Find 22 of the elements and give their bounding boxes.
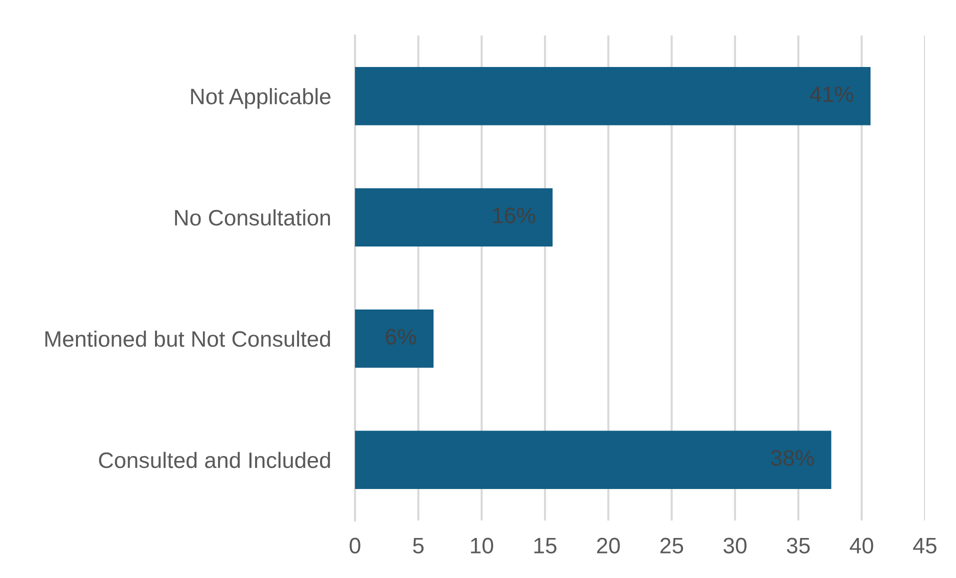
- x-tick-label: 45: [913, 538, 936, 554]
- x-tick-label: 35: [786, 538, 810, 554]
- bar: [355, 67, 871, 126]
- bar: [355, 310, 434, 368]
- bar: [355, 188, 553, 246]
- y-tick-label: No Consultation: [175, 209, 330, 226]
- data-label: 41%: [810, 86, 854, 102]
- data-label: 16%: [493, 208, 536, 224]
- data-label: 6%: [386, 328, 416, 345]
- bar: [355, 430, 832, 489]
- y-tick-label: Consulted and Included: [99, 452, 330, 468]
- x-tick-label: 30: [723, 538, 746, 554]
- x-tick-label: 0: [350, 538, 360, 554]
- x-tick-label: 40: [850, 538, 874, 554]
- data-label: 38%: [770, 450, 814, 466]
- x-tick-label: 10: [471, 538, 494, 554]
- y-tick-label: Not Applicable: [191, 88, 330, 109]
- x-tick-label: 20: [597, 538, 620, 554]
- y-tick-label: Mentioned but Not Consulted: [45, 330, 330, 347]
- x-tick-label: 25: [660, 538, 684, 554]
- x-tick-label: 5: [413, 538, 424, 554]
- x-tick-label: 15: [534, 538, 556, 554]
